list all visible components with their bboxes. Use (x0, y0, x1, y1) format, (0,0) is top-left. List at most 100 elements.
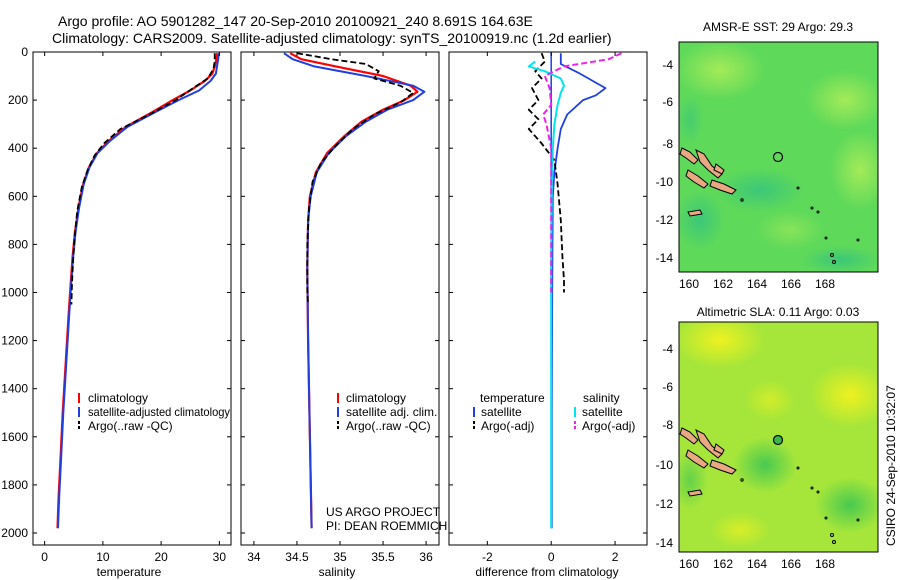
sla-high-patch (710, 512, 770, 548)
tick-label: 166 (781, 277, 801, 291)
figure-title-line2: Climatology: CARS2009. Satellite-adjuste… (52, 30, 612, 46)
tick-label: 162 (713, 277, 733, 291)
y-tick-label: 200 (8, 93, 28, 107)
sla-map-xticks: 160 162 164 166 168 (679, 557, 835, 571)
y-tick-label: 1600 (1, 430, 28, 444)
tick-label: -12 (656, 497, 674, 511)
island (687, 489, 703, 497)
pi-credit: PI: DEAN ROEMMICH (326, 519, 447, 533)
legend-label-sal-satellite: satellite (582, 405, 623, 419)
tick-label: -4 (662, 58, 673, 72)
islet (824, 236, 828, 240)
temperature-series (56, 53, 220, 529)
legend-label-temp-satellite: satellite (481, 405, 522, 419)
legend-header-temperature: temperature (480, 391, 545, 405)
islet (830, 533, 834, 537)
islets (740, 186, 860, 264)
x-tick-label: -2 (482, 550, 493, 564)
islet (856, 238, 860, 242)
y-tick-label: 600 (8, 189, 28, 203)
sla-map (679, 322, 878, 552)
sst-map-frame (678, 41, 879, 273)
series-line-salinity-argo-adj- (542, 52, 622, 293)
sst-warm-patch (830, 130, 878, 210)
sst-map-title: AMSR-E SST: 29 Argo: 29.3 (703, 20, 853, 34)
legend-header-salinity: salinity (583, 391, 620, 405)
series-line-temperature-argo-adj- (527, 52, 565, 293)
temperature-axis-label: temperature (97, 565, 162, 579)
sst-cool-patch (715, 168, 805, 212)
sla-low-patch (815, 477, 878, 533)
salinity-series (283, 52, 426, 529)
islet (832, 540, 836, 544)
x-tick-label: 35 (333, 550, 347, 564)
series-line-climatology (289, 52, 419, 529)
x-tick-label: 2 (612, 550, 619, 564)
islet (810, 486, 814, 490)
series-line-argo-raw-qc- (70, 53, 216, 305)
islet (796, 466, 800, 470)
salinity-panel-frame (240, 51, 440, 546)
y-tick-label: 0 (21, 45, 28, 59)
island (709, 459, 737, 475)
tick-label: 168 (815, 277, 835, 291)
islet (856, 518, 860, 522)
x-tick-label: 0 (548, 550, 555, 564)
salinity-legend: climatology satellite adj. clim. Argo(..… (337, 391, 437, 433)
x-tick-label: 20 (154, 550, 168, 564)
islet (832, 260, 836, 264)
sst-warm-patch (805, 70, 878, 130)
tick-label: -4 (662, 342, 673, 356)
difference-series (527, 52, 622, 529)
island (685, 169, 709, 189)
solomon-islands (679, 147, 737, 217)
x-tick-label: 0 (41, 550, 48, 564)
figure-title-line1: Argo profile: AO 5901282_147 20-Sep-2010… (58, 13, 533, 29)
argo-float-marker (772, 434, 784, 446)
tick-label: 164 (747, 277, 767, 291)
sst-warm-patch (755, 210, 825, 250)
islets (740, 466, 860, 544)
island (709, 179, 737, 195)
islet (830, 253, 834, 257)
x-tick-label: 34 (247, 550, 261, 564)
series-line-climatology (56, 53, 219, 529)
axis-ticks: 0 10 20 30020040060080010001200140016001800… (1, 45, 647, 564)
island (687, 209, 703, 217)
temperature-legend: climatology satellite-adjusted climatolo… (78, 391, 230, 433)
y-tick-label: 400 (8, 141, 28, 155)
series-line-satellite-adjusted-climatology (57, 53, 220, 529)
tick-label: 160 (679, 277, 699, 291)
island (713, 163, 725, 175)
series-line-salinity-satellite (527, 60, 565, 529)
legend-label-argo: Argo(..raw -QC) (346, 419, 431, 433)
argo-float-marker (772, 151, 784, 163)
sst-cool-patch (800, 246, 878, 272)
sla-high-patch (679, 322, 765, 368)
tick-label: -12 (656, 213, 674, 227)
series-line-temperature-satellite (550, 53, 607, 529)
sla-high-patch (810, 363, 878, 427)
tick-label: -14 (656, 251, 674, 265)
sst-cool-patch (679, 190, 725, 250)
legend-label-climatology: climatology (88, 391, 148, 405)
y-tick-label: 1400 (1, 382, 28, 396)
y-tick-label: 800 (8, 237, 28, 251)
tick-label: -6 (662, 380, 673, 394)
y-tick-label: 2000 (1, 526, 28, 540)
sla-high-patch (745, 380, 795, 420)
project-credit: US ARGO PROJECT (326, 505, 441, 519)
x-tick-label: 36 (419, 550, 433, 564)
islet (816, 210, 820, 214)
sst-cool-patch (679, 95, 704, 145)
island (713, 443, 725, 455)
legend-label-satellite: satellite-adjusted climatology (88, 405, 230, 419)
tick-label: -10 (656, 175, 674, 189)
tick-label: -8 (662, 418, 673, 432)
legend-label-argo: Argo(..raw -QC) (88, 419, 173, 433)
timestamp-stamp: CSIRO 24-Sep-2010 10:32:07 (884, 385, 898, 546)
sla-map-title: Altimetric SLA: 0.11 Argo: 0.03 (697, 305, 860, 319)
series-line-satellite-adj-clim- (283, 52, 426, 529)
tick-label: 160 (679, 557, 699, 571)
